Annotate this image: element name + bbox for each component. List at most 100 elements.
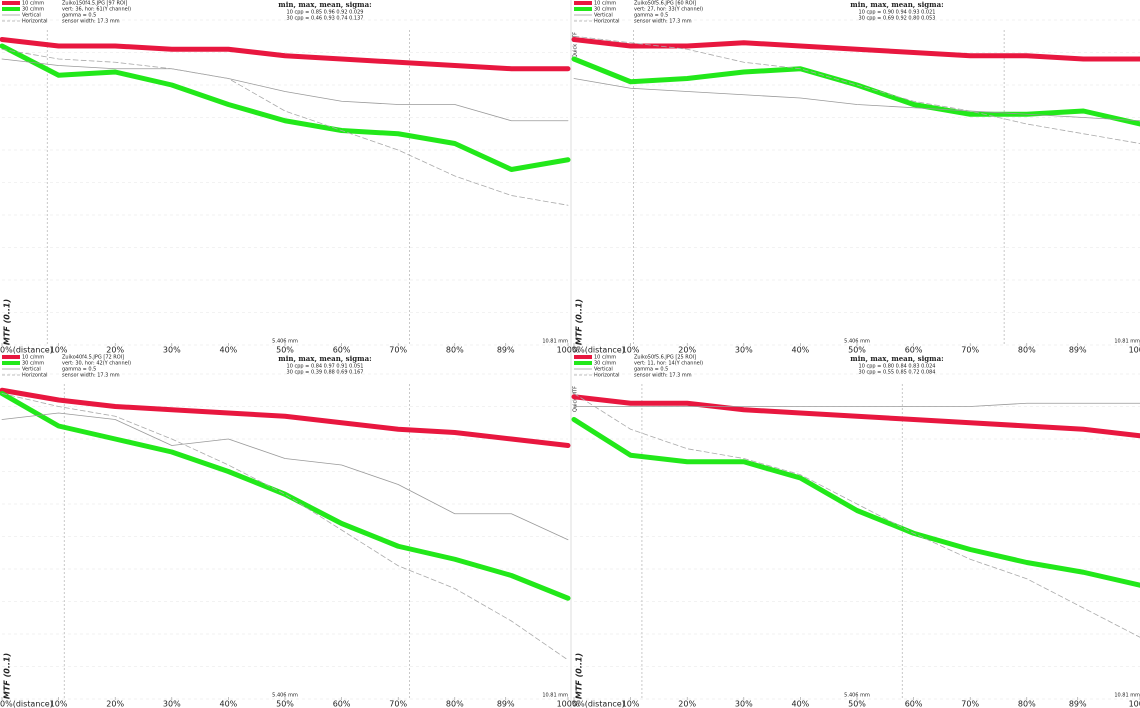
x-tick-label: 10% [50, 700, 68, 708]
x-tick-label: 30% [735, 700, 753, 708]
legend-label: Horizontal [22, 19, 48, 25]
x-tick-label: 89% [1069, 346, 1087, 355]
mtf-curve [573, 35, 1140, 144]
x-tick-label: 40% [220, 346, 238, 355]
mtf-curve [573, 393, 1140, 638]
mm-label: 5.406 mm [272, 339, 298, 345]
x-tick-label: 89% [497, 700, 515, 708]
stats-line: 10 cpp = 0.90 0.94 0.93 0.021 [859, 10, 936, 16]
mm-label: 5.406 mm [844, 339, 870, 345]
info-note: gamma = 0.5 [62, 367, 96, 373]
info-note: vert: 36, hor: 61(Y channel) [62, 7, 131, 13]
mm-label: 10.81 mm [1114, 693, 1140, 699]
legend-label: 30 c/mm [594, 361, 616, 367]
y-axis-label: MTF (0..1) [575, 299, 584, 345]
info-note: gamma = 0.5 [634, 13, 668, 19]
legend-label: 30 c/mm [594, 7, 616, 13]
x-tick-label: 60% [333, 346, 351, 355]
legend-label: Vertical [22, 13, 41, 19]
info-note: sensor width: 17.3 mm [62, 373, 120, 379]
legend-label: 10 c/mm [594, 355, 616, 361]
mm-label: 10.81 mm [1114, 339, 1140, 345]
stats-title: min, max, mean, sigma: [850, 0, 943, 9]
x-tick-label: 10% [622, 700, 640, 708]
mtf-curve [571, 56, 1140, 127]
info-note: Zuiko40f4.5.JPG [72 ROI] [62, 355, 124, 361]
mtf-curve [0, 387, 571, 448]
legend-label: Horizontal [594, 373, 620, 379]
x-tick-label: 50% [276, 700, 294, 708]
info-note: Zuiko50f5.6.JPG [25 ROI] [634, 355, 696, 361]
x-tick-label: 100% [1129, 700, 1140, 708]
mtf-curve [0, 391, 571, 601]
stats-line: 30 cpp = 0.69 0.92 0.80 0.053 [859, 16, 936, 22]
x-tick-label: 0%(distance) [572, 346, 625, 355]
x-tick-label: 80% [446, 700, 464, 708]
mm-label: 5.406 mm [272, 693, 298, 699]
y-axis-label: MTF (0..1) [3, 299, 12, 345]
info-note: gamma = 0.5 [62, 13, 96, 19]
x-tick-label: 30% [163, 346, 181, 355]
x-tick-label: 70% [389, 346, 407, 355]
legend-label: 10 c/mm [22, 355, 44, 361]
x-tick-label: 20% [106, 346, 124, 355]
x-tick-label: 20% [678, 346, 696, 355]
legend-label: Vertical [22, 367, 41, 373]
x-tick-label: 0%(distance) [0, 346, 53, 355]
mtf-curve [571, 37, 1140, 62]
x-tick-label: 50% [276, 346, 294, 355]
info-note: sensor width: 17.3 mm [634, 19, 692, 25]
legend-label: Horizontal [22, 373, 48, 379]
info-note: Zuiko150f4.5.JPG [97 ROI] [62, 1, 127, 7]
mm-label: 5.406 mm [844, 693, 870, 699]
stats-line: 30 cpp = 0.55 0.85 0.72 0.084 [859, 370, 936, 376]
stats-line: 10 cpp = 0.80 0.84 0.83 0.024 [859, 364, 936, 370]
info-note: sensor width: 17.3 mm [62, 19, 120, 25]
mtf-curve [573, 402, 1140, 407]
x-tick-label: 80% [1018, 346, 1036, 355]
info-note: sensor width: 17.3 mm [634, 373, 692, 379]
legend-label: 10 c/mm [594, 1, 616, 7]
stats-line: 30 cpp = 0.46 0.93 0.74 0.137 [287, 16, 364, 22]
x-tick-label: 40% [792, 700, 810, 708]
mtf-curve [0, 37, 571, 72]
x-tick-label: 30% [735, 346, 753, 355]
x-tick-label: 100% [557, 346, 580, 355]
mtf-curve [573, 78, 1140, 122]
x-tick-label: 0%(distance) [0, 700, 53, 708]
legend-label: 30 c/mm [22, 7, 44, 13]
x-tick-label: 89% [1069, 700, 1087, 708]
y-axis-label: MTF (0..1) [575, 653, 584, 699]
x-tick-label: 30% [163, 700, 181, 708]
x-tick-label: 100% [1129, 346, 1140, 355]
x-tick-label: 60% [905, 700, 923, 708]
stats-title: min, max, mean, sigma: [850, 354, 943, 363]
legend-label: 30 c/mm [22, 361, 44, 367]
mm-label: 10.81 mm [542, 339, 568, 345]
mtf-curve [0, 43, 571, 172]
mtf-curve [571, 417, 1140, 588]
x-tick-label: 50% [848, 700, 866, 708]
x-tick-label: 40% [220, 700, 238, 708]
x-tick-label: 20% [678, 700, 696, 708]
info-note: vert: 11, hor: 14(Y channel) [634, 361, 703, 367]
quick-label: Quick MTF [573, 32, 579, 58]
x-tick-label: 0%(distance) [572, 700, 625, 708]
legend-label: Horizontal [594, 19, 620, 25]
stats-line: 10 cpp = 0.85 0.96 0.92 0.029 [287, 10, 364, 16]
info-note: gamma = 0.5 [634, 367, 668, 373]
x-tick-label: 70% [961, 700, 979, 708]
mtf-curve [1, 58, 569, 122]
mtf-curve [571, 394, 1140, 439]
x-tick-label: 10% [622, 346, 640, 355]
x-tick-label: 80% [446, 346, 464, 355]
mtf-curve [1, 393, 569, 661]
stats-title: min, max, mean, sigma: [278, 0, 371, 9]
info-note: vert: 27, hor: 33(Y channel) [634, 7, 703, 13]
info-note: Zuiko50f5.6.JPG [60 ROI] [634, 1, 696, 7]
legend-label: 10 c/mm [22, 1, 44, 7]
x-tick-label: 89% [497, 346, 515, 355]
x-tick-label: 60% [905, 346, 923, 355]
